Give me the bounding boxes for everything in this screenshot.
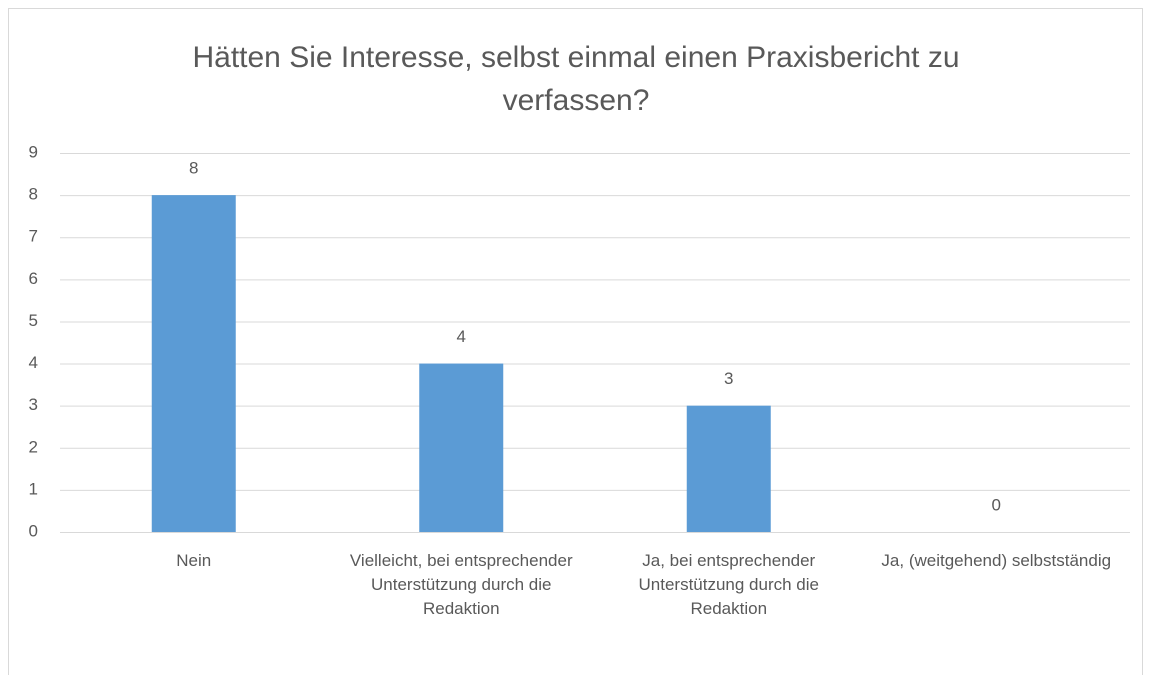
y-tick-label: 2 bbox=[29, 437, 38, 456]
y-tick-label: 1 bbox=[29, 479, 38, 498]
y-tick-label: 9 bbox=[29, 142, 38, 161]
y-tick-label: 4 bbox=[29, 353, 38, 372]
y-tick-label: 0 bbox=[29, 521, 38, 540]
y-tick-label: 6 bbox=[29, 269, 38, 288]
data-label: 8 bbox=[189, 159, 198, 178]
y-tick-label: 5 bbox=[29, 311, 38, 330]
bar bbox=[686, 405, 771, 532]
bar bbox=[419, 363, 504, 532]
bar bbox=[151, 195, 236, 532]
x-tick-label: Nein bbox=[176, 551, 212, 570]
data-label: 0 bbox=[992, 495, 1001, 514]
x-tick-label: Vielleicht, bei entsprechender Unterstüt… bbox=[349, 551, 573, 618]
y-tick-label: 3 bbox=[29, 395, 38, 414]
chart-title: Hätten Sie Interesse, selbst einmal eine… bbox=[192, 41, 960, 117]
y-tick-label: 7 bbox=[29, 227, 38, 246]
data-label: 3 bbox=[724, 369, 733, 388]
x-tick-label: Ja, (weitgehend) selbstständig bbox=[881, 551, 1112, 570]
chart-border bbox=[8, 8, 1143, 675]
x-tick-label: Ja, bei entsprechender Unterstützung dur… bbox=[638, 551, 820, 618]
data-label: 4 bbox=[457, 327, 466, 346]
y-tick-label: 8 bbox=[29, 185, 38, 204]
